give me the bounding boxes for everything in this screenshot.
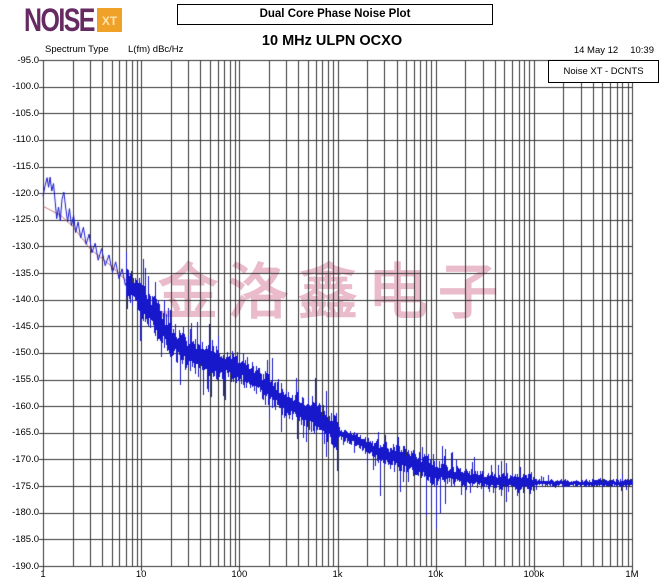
y-tick-label: -190.0 <box>12 560 39 572</box>
y-tick-label: -135.0 <box>12 267 39 279</box>
y-tick-label: -130.0 <box>12 240 39 252</box>
y-tick-label: -95.0 <box>17 54 39 66</box>
y-tick-label: -185.0 <box>12 533 39 545</box>
y-tick-label: -115.0 <box>12 161 39 173</box>
y-tick-label: -180.0 <box>12 507 39 519</box>
x-tick-label: 10 <box>135 569 147 580</box>
x-tick-label: 100k <box>523 569 545 580</box>
instrument-badge: Noise XT - DCNTS <box>548 60 659 83</box>
y-tick-label: -145.0 <box>12 320 39 332</box>
x-tick-label: 100 <box>231 569 248 580</box>
y-tick-label: -170.0 <box>12 453 39 465</box>
y-tick-label: -110.0 <box>12 134 39 146</box>
y-tick-label: -160.0 <box>12 400 39 412</box>
y-tick-label: -175.0 <box>12 480 39 492</box>
y-tick-label: -140.0 <box>12 294 39 306</box>
y-tick-label: -120.0 <box>12 187 39 199</box>
y-tick-label: -155.0 <box>12 374 39 386</box>
y-tick-label: -165.0 <box>12 427 39 439</box>
x-tick-label: 1 <box>40 569 46 580</box>
y-tick-label: -100.0 <box>12 81 39 93</box>
y-tick-label: -125.0 <box>12 214 39 226</box>
y-tick-label: -150.0 <box>12 347 39 359</box>
y-tick-label: -105.0 <box>12 107 39 119</box>
x-tick-label: 10k <box>427 569 444 580</box>
x-tick-label: 1M <box>625 569 639 580</box>
x-tick-label: 1k <box>332 569 343 580</box>
